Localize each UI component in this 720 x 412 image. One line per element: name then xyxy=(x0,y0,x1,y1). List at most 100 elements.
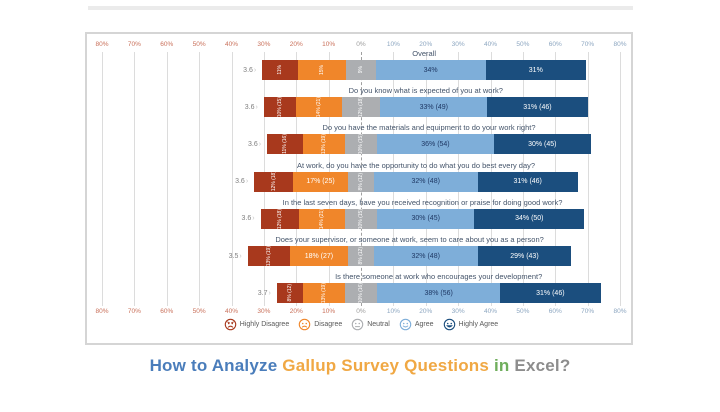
row-average-value: 3.6 xyxy=(241,215,252,223)
segment-highly-disagree: 11% xyxy=(262,60,298,80)
segment-label: 14% (21) xyxy=(315,97,322,118)
question-label: In the last seven days, have you receive… xyxy=(282,197,563,207)
row-average: 3.6› xyxy=(230,66,256,75)
segment-neutral: 12% (18) xyxy=(341,97,381,118)
axis-tick-label: 10% xyxy=(322,308,336,315)
segment-agree: 34% xyxy=(375,60,486,80)
row-average-chevron-icon: › xyxy=(268,289,271,297)
segment-label: 11% (16) xyxy=(281,134,288,155)
legend-label: Agree xyxy=(414,321,434,328)
row-average-value: 3.6 xyxy=(248,140,258,148)
segment-agree: 30% (45) xyxy=(377,208,475,229)
bar-row: 10% (15) 14% (21) 12% (18) 33% (49) 31% (46) xyxy=(263,97,588,118)
title-segment: Gallup Survey Questions xyxy=(282,356,494,375)
bar-row: 8% (12) 13% (19) 10% (16) 38% (56) 31% (46) xyxy=(276,283,601,304)
segment-disagree: 14% (21) xyxy=(296,97,342,118)
segment-label: 12% (18) xyxy=(270,171,277,192)
segment-highly-disagree: 10% (15) xyxy=(263,97,297,118)
segment-disagree: 17% (25) xyxy=(293,171,349,192)
row-average-value: 3.7 xyxy=(257,289,268,297)
question-label: Do you have the materials and equipment … xyxy=(322,123,536,133)
axis-tick-label: 20% xyxy=(419,308,433,315)
row-average-chevron-icon: › xyxy=(253,66,257,74)
question-label: Overall xyxy=(412,49,436,58)
segment-highly-disagree: 8% (12) xyxy=(276,283,303,304)
segment-label: 10% (15) xyxy=(357,134,364,155)
segment-highly-disagree: 11% (16) xyxy=(267,134,303,155)
axis-tick-label: 20% xyxy=(289,41,303,48)
segment-label: 11% xyxy=(277,65,284,75)
segment-neutral: 10% (15) xyxy=(344,208,378,229)
segment-label: 15% xyxy=(319,64,326,75)
chart-legend: Highly Disagree Disagree Neutral Agree Highl… xyxy=(102,317,620,332)
row-average: 3.7› xyxy=(245,289,271,298)
bar-row: 12% (18) 14% (21) 10% (15) 30% (45) 34% (50) xyxy=(260,208,585,229)
axis-tick-label: 30% xyxy=(451,41,465,48)
axis-tick-label: 10% xyxy=(386,41,400,48)
axis-tick-label: 40% xyxy=(224,41,238,48)
axis-tick-label: 60% xyxy=(548,41,562,48)
title-segment: How to Analyze xyxy=(149,356,283,375)
row-average-chevron-icon: › xyxy=(245,178,249,186)
question-label: At work, do you have the opportunity to … xyxy=(296,160,536,170)
segment-label: 34% xyxy=(423,66,438,74)
segment-label: 30% (45) xyxy=(528,140,557,148)
axis-tick-label: 20% xyxy=(419,41,433,48)
legend-label: Highly Disagree xyxy=(239,321,290,328)
row-average: 3.6› xyxy=(222,177,248,186)
segment-label: 36% (54) xyxy=(421,140,450,148)
page-title: How to Analyze Gallup Survey Questions i… xyxy=(0,356,720,376)
axis-tick-label: 20% xyxy=(289,308,303,315)
row-average-chevron-icon: › xyxy=(252,215,255,223)
axis-tick-label: 50% xyxy=(192,308,206,315)
legend-item-neutral: Neutral xyxy=(351,318,390,331)
legend-label: Disagree xyxy=(314,321,343,328)
row-average-chevron-icon: › xyxy=(258,140,262,148)
segment-label: 17% (25) xyxy=(306,178,335,186)
axis-tick-label: 50% xyxy=(192,41,206,48)
axis-tick-label: 10% xyxy=(322,41,336,48)
axis-tick-label: 40% xyxy=(483,308,497,315)
axis-tick-label: 70% xyxy=(581,41,595,48)
axis-tick-label: 0% xyxy=(356,41,366,48)
segment-label: 38% (56) xyxy=(424,289,453,297)
axis-tick-label: 50% xyxy=(516,308,530,315)
sad-face-icon xyxy=(298,318,311,331)
grin-face-icon xyxy=(443,318,456,331)
question-label: Do you know what is expected of you at w… xyxy=(348,86,503,96)
segment-highly-disagree: 12% (18) xyxy=(260,208,300,229)
legend-label: Highly Agree xyxy=(458,321,499,328)
row-average-value: 3.6 xyxy=(235,178,245,186)
segment-highly-disagree: 13% (19) xyxy=(247,246,290,266)
segment-label: 33% (49) xyxy=(419,103,449,111)
segment-label: 8% (12) xyxy=(357,172,364,191)
segment-label: 32% (48) xyxy=(411,178,440,186)
segment-neutral: 10% (15) xyxy=(344,134,378,155)
segment-disagree: 14% (21) xyxy=(299,208,345,229)
row-average-value: 3.5 xyxy=(228,252,239,260)
row-average-chevron-icon: › xyxy=(255,103,258,111)
axis-tick-label: 40% xyxy=(483,41,497,48)
segment-label: 18% (27) xyxy=(304,252,334,260)
axis-tick-label: 60% xyxy=(548,308,562,315)
segment-label: 9% xyxy=(357,66,364,74)
axis-tick-label: 50% xyxy=(516,41,530,48)
smile-face-icon xyxy=(399,318,412,331)
axis-tick-label: 0% xyxy=(356,308,366,315)
axis-tick-label: 10% xyxy=(386,308,400,315)
segment-label: 30% (45) xyxy=(411,215,440,223)
segment-label: 31% (46) xyxy=(536,289,565,297)
segment-agree: 36% (54) xyxy=(377,134,494,155)
segment-label: 13% (19) xyxy=(320,283,327,304)
row-average: 3.6› xyxy=(229,214,255,223)
segment-disagree: 18% (27) xyxy=(289,246,349,266)
row-average-chevron-icon: › xyxy=(239,252,242,260)
gridline xyxy=(199,52,201,306)
segment-label: 14% (21) xyxy=(319,208,326,229)
gridline xyxy=(587,52,589,306)
segment-disagree: 13% (19) xyxy=(302,134,345,155)
segment-label: 8% (12) xyxy=(357,247,364,265)
axis-tick-label: 80% xyxy=(95,308,109,315)
gridline xyxy=(102,52,103,306)
